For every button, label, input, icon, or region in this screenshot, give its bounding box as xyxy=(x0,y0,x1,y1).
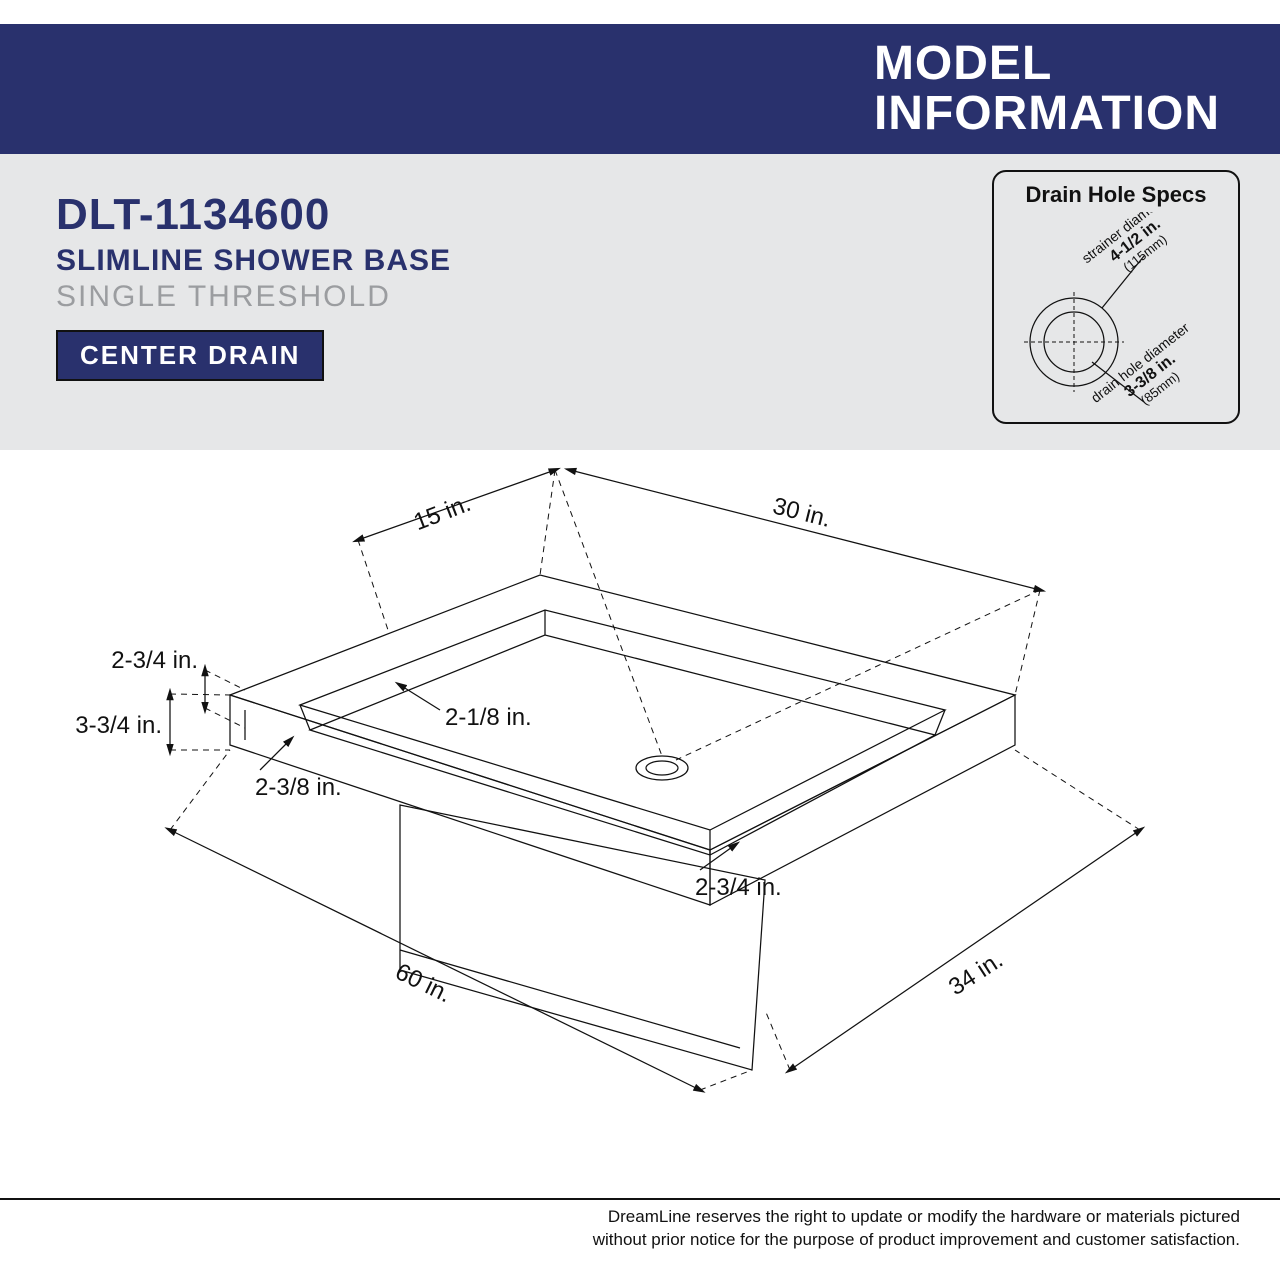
info-band: DLT-1134600 SLIMLINE SHOWER BASE SINGLE … xyxy=(0,154,1280,450)
drain-tag: CENTER DRAIN xyxy=(56,330,324,381)
header-line2: INFORMATION xyxy=(874,89,1220,139)
model-number: DLT-1134600 xyxy=(56,190,451,240)
drain-specs-diagram: strainer diameter 4-1/2 in. (115mm) drai… xyxy=(994,212,1242,422)
drain-hole-specs-box: Drain Hole Specs strainer diameter 4-1/2… xyxy=(992,170,1240,424)
footer-rule xyxy=(0,1198,1280,1200)
dim-height-upper: 2-3/4 in. xyxy=(111,647,198,674)
disclaimer-line2: without prior notice for the purpose of … xyxy=(593,1230,1240,1249)
dim-width: 34 in. xyxy=(944,946,1008,1001)
disclaimer-line1: DreamLine reserves the right to update o… xyxy=(608,1207,1240,1226)
dim-top-left: 15 in. xyxy=(410,490,474,536)
dim-height-total: 3-3/4 in. xyxy=(75,712,162,739)
model-block: DLT-1134600 SLIMLINE SHOWER BASE SINGLE … xyxy=(56,190,451,381)
product-name: SLIMLINE SHOWER BASE xyxy=(56,244,451,278)
header-title: MODEL INFORMATION xyxy=(874,39,1220,140)
drain-specs-title: Drain Hole Specs xyxy=(994,172,1238,208)
header-band: MODEL INFORMATION xyxy=(0,24,1280,154)
diagram-area: 15 in. 30 in. 2-3/4 in. 3-3/4 in. 2-3/8 … xyxy=(0,450,1280,1210)
shower-base-diagram: 15 in. 30 in. 2-3/4 in. 3-3/4 in. 2-3/8 … xyxy=(0,450,1280,1210)
model-subtitle: SINGLE THRESHOLD xyxy=(56,280,451,314)
dim-rim-left: 2-3/8 in. xyxy=(255,774,342,801)
dim-front-rim: 2-3/4 in. xyxy=(695,874,782,901)
header-line1: MODEL xyxy=(874,39,1220,89)
dim-inner-depth: 2-1/8 in. xyxy=(445,704,532,731)
dim-top-right: 30 in. xyxy=(770,493,834,533)
disclaimer: DreamLine reserves the right to update o… xyxy=(240,1206,1240,1252)
